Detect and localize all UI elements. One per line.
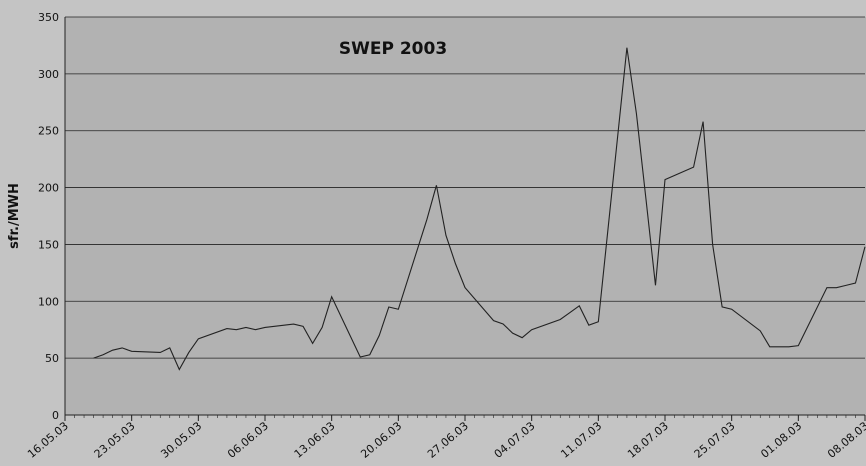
series-line — [93, 47, 866, 371]
y-tick-label: 100 — [38, 295, 59, 308]
y-tick-label: 300 — [38, 68, 59, 81]
y-tick-label: 0 — [52, 409, 59, 422]
y-tick-label: 250 — [38, 125, 59, 138]
chart-title: SWEP 2003 — [339, 39, 447, 59]
y-tick-label: 150 — [38, 238, 59, 251]
y-axis-label: sfr./MWH — [7, 183, 22, 249]
y-tick-label: 200 — [38, 182, 59, 195]
plot-area — [65, 17, 866, 415]
y-tick-label: 50 — [45, 352, 59, 365]
y-tick-label: 350 — [38, 11, 59, 24]
